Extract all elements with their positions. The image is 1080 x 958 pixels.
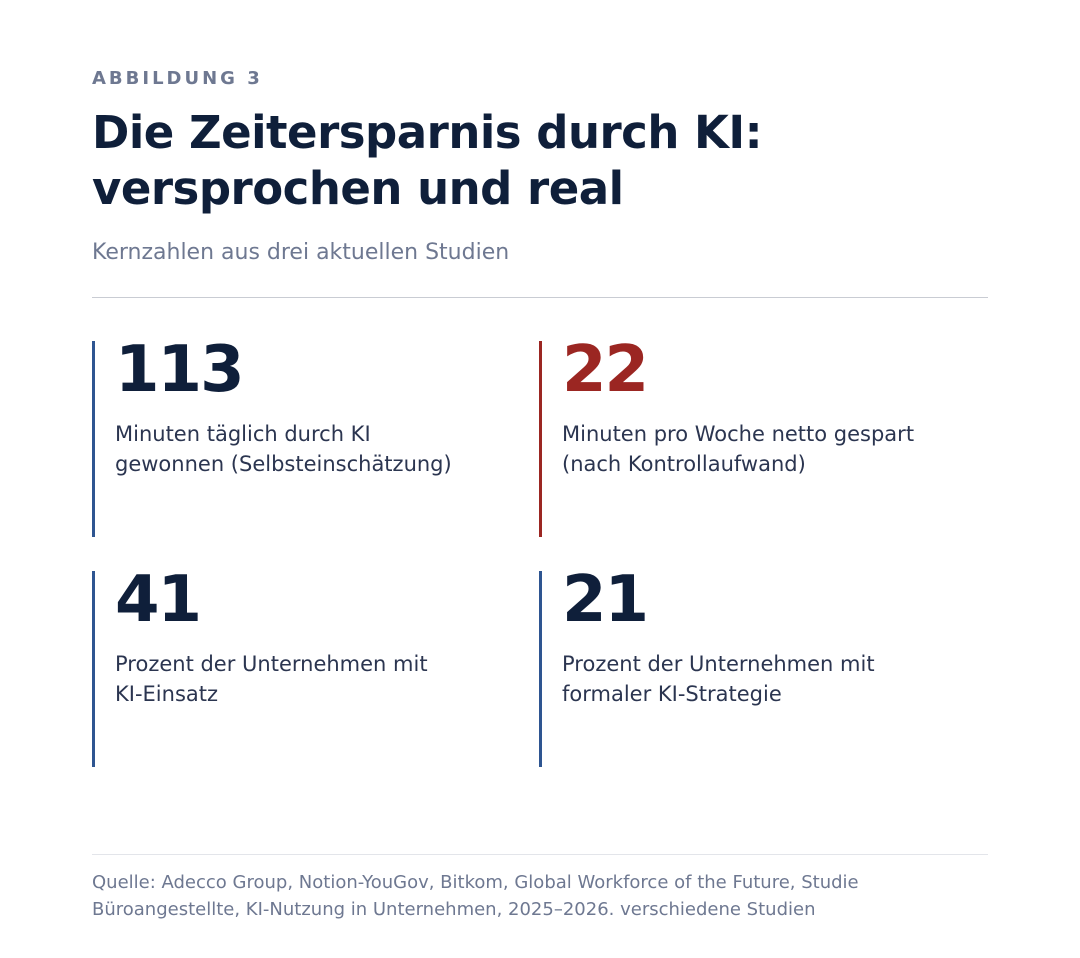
stat-description-line-1: Prozent der Unternehmen mit bbox=[562, 652, 875, 676]
stat-value: 22 bbox=[562, 333, 649, 407]
stat-description: Prozent der Unternehmen mit formaler KI-… bbox=[562, 649, 957, 709]
stat-description-line-1: Minuten täglich durch KI bbox=[115, 422, 371, 446]
stat-description-line-2: formaler KI-Strategie bbox=[562, 682, 782, 706]
figure-title-line-2: versprochen und real bbox=[92, 162, 624, 215]
figure-subtitle: Kernzahlen aus drei aktuellen Studien bbox=[92, 240, 510, 265]
stat-description: Minuten pro Woche netto gespart (nach Ko… bbox=[562, 419, 957, 479]
stat-description-line-2: KI-Einsatz bbox=[115, 682, 219, 706]
stat-description-line-2: (nach Kontrollaufwand) bbox=[562, 452, 806, 476]
source-note: Quelle: Adecco Group, Notion-YouGov, Bit… bbox=[92, 869, 988, 923]
stat-description-line-1: Minuten pro Woche netto gespart bbox=[562, 422, 915, 446]
stat-value: 113 bbox=[115, 333, 245, 407]
stat-description: Prozent der Unternehmen mit KI-Einsatz bbox=[115, 649, 510, 709]
stat-description: Minuten täglich durch KI gewonnen (Selbs… bbox=[115, 419, 510, 479]
stat-card-minutes-daily: 113 Minuten täglich durch KI gewonnen (S… bbox=[92, 335, 512, 537]
figure-card: ABBILDUNG 3 Die Zeitersparnis durch KI: … bbox=[92, 0, 988, 958]
figure-kicker: ABBILDUNG 3 bbox=[92, 68, 263, 89]
header-divider bbox=[92, 297, 988, 298]
stat-card-minutes-weekly-net: 22 Minuten pro Woche netto gespart (nach… bbox=[539, 335, 959, 537]
figure-title: Die Zeitersparnis durch KI: versprochen … bbox=[92, 105, 988, 217]
stat-value: 41 bbox=[115, 563, 202, 637]
stat-value: 21 bbox=[562, 563, 649, 637]
source-line-1: Quelle: Adecco Group, Notion-YouGov, Bit… bbox=[92, 872, 859, 893]
source-line-2: Büroangestellte, KI-Nutzung in Unternehm… bbox=[92, 899, 816, 920]
stat-description-line-2: gewonnen (Selbsteinschätzung) bbox=[115, 452, 452, 476]
footer-divider bbox=[92, 854, 988, 855]
stat-card-ai-usage: 41 Prozent der Unternehmen mit KI-Einsat… bbox=[92, 565, 512, 767]
stat-card-ai-strategy: 21 Prozent der Unternehmen mit formaler … bbox=[539, 565, 959, 767]
figure-title-line-1: Die Zeitersparnis durch KI: bbox=[92, 106, 763, 159]
stat-description-line-1: Prozent der Unternehmen mit bbox=[115, 652, 428, 676]
